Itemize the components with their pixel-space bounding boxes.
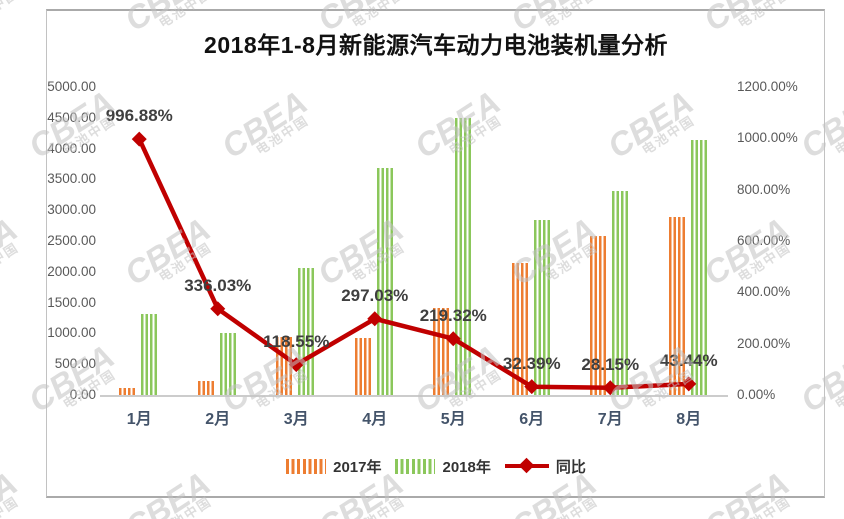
right-axis-tick: 200.00% [737, 335, 791, 351]
watermark-subtitle-text: 电池中国 [0, 239, 22, 285]
x-axis-label: 6月 [519, 411, 545, 428]
left-axis-tick: 5000.00 [47, 79, 96, 94]
right-axis-tick: 800.00% [737, 181, 791, 197]
right-axis-tick: 400.00% [737, 284, 791, 300]
legend-item-同比: 同比 [504, 456, 586, 477]
legend-label: 同比 [555, 458, 586, 476]
legend-swatch-2018年 [395, 458, 436, 474]
bar-2018-5月 [455, 117, 474, 395]
yoy-data-label-1月: 996.88% [105, 106, 173, 126]
watermark-subtitle-text: 电池中国 [832, 112, 844, 158]
bar-2017-2月 [197, 380, 216, 395]
watermark-subtitle-text: 电池中国 [0, 493, 22, 519]
bar-2017-4月 [354, 337, 373, 395]
legend-item-2018年: 2018年 [395, 456, 491, 477]
yoy-data-label-6月: 32.39% [502, 353, 561, 373]
diamond-marker-5月 [445, 331, 461, 347]
bar-2017-5月 [433, 308, 452, 395]
watermark-brand-text: CBEA [0, 0, 24, 38]
bar-2017-1月 [119, 387, 138, 395]
left-axis-tick: 3500.00 [47, 171, 96, 187]
bar-2017-8月 [668, 216, 687, 395]
watermark-subtitle-text: 电池中国 [0, 0, 22, 31]
chart-title: 2018年1-8月新能源汽车动力电池装机量分析 [204, 32, 668, 58]
yoy-data-label-7月: 28.15% [581, 354, 640, 374]
left-axis-tick: 500.00 [54, 356, 96, 372]
bar-2018-4月 [376, 167, 395, 395]
legend-label: 2017年 [333, 458, 382, 476]
legend-line-marker [504, 457, 549, 474]
yoy-data-label-4月: 297.03% [341, 285, 409, 305]
diamond-marker-6月 [524, 379, 540, 395]
legend: 2017年 2018年 同比 [46, 453, 826, 479]
left-axis-tick: 4000.00 [47, 140, 96, 156]
bar-2018-7月 [612, 191, 631, 395]
x-axis-label: 2月 [205, 411, 231, 428]
bar-2017-7月 [590, 236, 609, 395]
plot-area: 996.88% 336.03% 118.55% 297.03% 219.32% 32.39… [100, 87, 728, 397]
x-axis-label: 4月 [362, 411, 388, 428]
bar-2018-6月 [533, 219, 552, 395]
diamond-marker-8月 [681, 376, 697, 392]
left-axis-tick: 1000.00 [47, 325, 96, 341]
right-axis-tick: 1000.00% [737, 130, 798, 146]
left-axis-tick: 1500.00 [47, 294, 96, 310]
left-axis-tick: 3000.00 [47, 202, 96, 218]
x-axis-label: 5月 [440, 411, 466, 428]
left-axis-tick: 2500.00 [47, 233, 96, 248]
diamond-marker-3月 [288, 357, 304, 373]
x-axis-label: 8月 [676, 411, 702, 428]
bar-2018-8月 [690, 139, 709, 395]
legend-item-2017年: 2017年 [286, 456, 381, 477]
x-axis-label: 3月 [283, 411, 309, 428]
right-axis-tick: 0.00% [737, 387, 776, 402]
diamond-marker-7月 [602, 380, 618, 396]
x-axis-label: 7月 [597, 411, 623, 428]
legend-label: 2018年 [442, 458, 491, 476]
bar-2018-1月 [141, 313, 160, 395]
legend-swatch-2017年 [286, 458, 327, 474]
left-axis-tick: 2000.00 [47, 263, 96, 279]
yoy-trend-line [131, 131, 697, 396]
yoy-data-label-2月: 336.03% [184, 275, 252, 295]
yoy-data-label-5月: 219.32% [419, 305, 487, 325]
diamond-marker-2月 [210, 301, 226, 317]
yoy-data-label-8月: 43.44% [659, 350, 718, 370]
right-axis-tick: 1200.00% [737, 79, 798, 94]
bar-2017-6月 [511, 262, 530, 395]
yoy-data-label-3月: 118.55% [263, 331, 330, 351]
watermark-brand-text: CBEA [0, 210, 24, 293]
x-axis-label: 1月 [126, 411, 152, 428]
legend-diamond-icon [518, 457, 535, 474]
diamond-marker-1月 [131, 131, 147, 147]
bar-2018-2月 [219, 333, 238, 395]
watermark-brand-text: CBEA [0, 464, 24, 519]
diamond-marker-4月 [367, 311, 383, 327]
left-axis-tick: 0.00 [69, 387, 96, 402]
watermark-subtitle-text: 电池中国 [832, 366, 844, 412]
right-axis-tick: 600.00% [737, 233, 791, 248]
left-axis-tick: 4500.00 [47, 109, 96, 125]
